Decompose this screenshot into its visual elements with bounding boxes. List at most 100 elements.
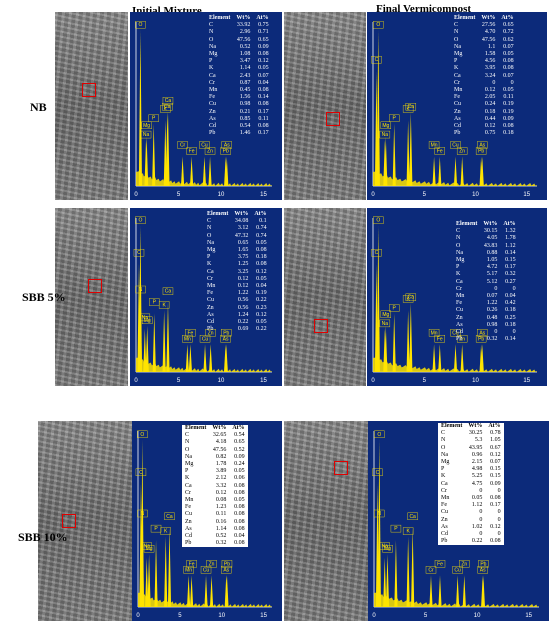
table-cell: 0.08 <box>256 261 267 268</box>
peak-label-box <box>160 527 171 535</box>
spectrum-background <box>136 357 272 372</box>
table-cell: Ca <box>441 480 448 487</box>
table-row: Fe 1.56 0.14 <box>206 94 272 101</box>
peak-na <box>143 328 147 372</box>
table-cell: 0.05 <box>258 65 269 72</box>
x-tick-label: 5 <box>177 378 181 384</box>
peak-label: C <box>139 470 143 476</box>
table-cell: 0.07 <box>490 459 501 466</box>
table-cell: 1.14 <box>215 525 227 532</box>
table-cell: Cr <box>207 275 213 282</box>
table-cell: 3.32 <box>215 482 227 489</box>
peak-label-box <box>405 102 417 111</box>
peak-cu <box>204 575 208 607</box>
table-row: Ca 3.32 0.08 <box>182 483 248 490</box>
peak-zn <box>208 156 212 186</box>
table-cell: 0.74 <box>256 225 267 232</box>
peak-label: O <box>376 22 380 28</box>
table-row: Cr 0 0 <box>438 488 504 495</box>
peak-label: Mg <box>144 318 151 324</box>
table-row: Zn 0.21 0.17 <box>206 109 272 116</box>
table-row: Ca 4.75 0.09 <box>438 481 504 488</box>
table-header-cell: At% <box>488 423 501 429</box>
final-sbb-5--sem-image <box>284 208 366 386</box>
table-row: K 3.95 0.08 <box>451 65 517 72</box>
analysis-region-marker <box>82 83 96 97</box>
table-cell: Mn <box>454 87 463 94</box>
table-cell: 0.08 <box>215 497 227 504</box>
table-cell: 3.95 <box>484 65 496 72</box>
peak-label: Zn <box>208 330 214 336</box>
table-cell: 0.12 <box>215 489 227 496</box>
peak-mn <box>187 575 191 607</box>
table-cell: 1.46 <box>239 130 251 137</box>
table-cell: 2.96 <box>239 29 251 36</box>
table-cell: 0.71 <box>258 29 269 36</box>
peak-p <box>152 313 156 372</box>
table-row: P 4.98 0.15 <box>438 466 504 473</box>
peak-c <box>374 71 379 186</box>
table-row: K 2.12 0.06 <box>182 475 248 482</box>
table-cell: 0.18 <box>503 130 514 137</box>
table-row: Cu 0 0 <box>438 509 504 516</box>
peak-fe <box>438 344 442 372</box>
table-cell: 0 <box>494 285 498 292</box>
table-cell: 0.08 <box>234 489 245 496</box>
table-cell: 0.18 <box>505 307 516 314</box>
table-cell: C <box>454 22 459 29</box>
peak-mn <box>432 156 436 186</box>
peak-label: Cu <box>452 142 459 148</box>
table-header-cell: At% <box>503 221 516 227</box>
table-cell: 1.22 <box>486 300 498 307</box>
table-row: C 34.08 0.1 <box>204 218 270 225</box>
table-cell: 0.04 <box>258 79 269 86</box>
peak-label-box <box>206 560 217 568</box>
table-header-cell: Wt% <box>468 423 483 429</box>
table-cell: 0.18 <box>484 108 496 115</box>
table-cell: 0.44 <box>484 115 496 122</box>
table-cell: P <box>441 466 445 473</box>
table-cell: Cd <box>441 531 449 538</box>
table-cell: Cr <box>454 79 460 86</box>
peak-label-box <box>204 147 216 155</box>
initial-nb-eds-panel: 0 5 10 15 O Ca Na Mg P K Ca Cr Fe Cu Zn As Pb Element Wt% A… <box>130 12 282 200</box>
table-cell: 0.14 <box>505 336 516 343</box>
table-cell: 0.87 <box>239 79 251 86</box>
peak-label: Fe <box>189 561 195 567</box>
table-row: Cr 0.12 0.08 <box>182 490 248 497</box>
peak-label: C <box>375 250 379 256</box>
table-row: C 30.15 1.32 <box>453 228 519 235</box>
peak-label-box <box>148 114 159 122</box>
table-header-cell: At% <box>232 425 245 431</box>
table-cell: 0.52 <box>234 446 245 453</box>
table-cell: 0 <box>497 509 501 516</box>
table-row: Na 0.96 0.12 <box>438 452 504 459</box>
table-header-cell: Wt% <box>234 211 249 217</box>
table-cell: Cu <box>207 297 215 304</box>
table-row: K 1.25 0.08 <box>204 261 270 268</box>
table-cell: 0.17 <box>490 502 501 509</box>
table-cell: Mn <box>207 283 216 290</box>
table-cell: 0.07 <box>503 43 514 50</box>
table-cell: 5.17 <box>486 271 498 278</box>
table-row: N 4.05 1.78 <box>453 235 519 242</box>
peak-label-box <box>428 141 440 149</box>
peak-label-box <box>374 430 385 439</box>
peak-label-box <box>475 147 487 155</box>
table-cell: 0.08 <box>503 58 514 65</box>
table-cell: Mn <box>456 293 465 300</box>
x-tick-label: 15 <box>525 613 532 619</box>
table-row: K 5.25 0.15 <box>438 473 504 480</box>
peak-label-box <box>221 560 233 568</box>
peak-label-box <box>220 147 231 155</box>
table-row: P 4.72 0.17 <box>453 264 519 271</box>
table-row: Pb 0.32 0.08 <box>182 540 248 547</box>
peak-label: Ca <box>164 104 171 110</box>
x-tick-label: 15 <box>260 378 267 384</box>
table-header-row: Element Wt% At% <box>204 211 270 218</box>
table-row: O 43.83 1.12 <box>453 243 519 250</box>
x-tick-label: 10 <box>218 192 225 198</box>
table-cell: C <box>185 432 190 439</box>
peak-label-box <box>371 249 382 257</box>
